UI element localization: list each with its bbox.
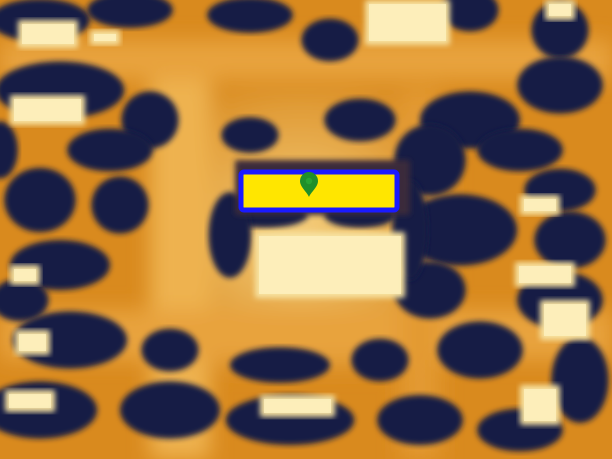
map-pin-icon[interactable] xyxy=(300,172,318,197)
vegetation-layer xyxy=(0,0,609,452)
selected-building-highlight[interactable] xyxy=(238,169,400,213)
